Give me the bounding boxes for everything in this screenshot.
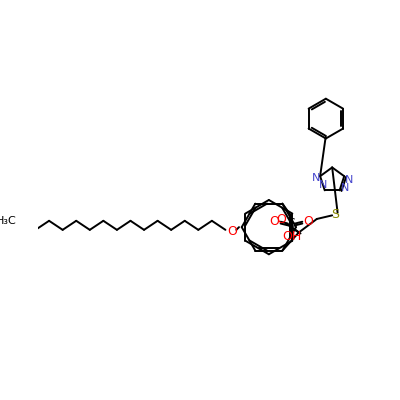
Text: H₃C: H₃C (0, 216, 16, 226)
Text: O: O (304, 215, 314, 228)
Text: N: N (312, 173, 320, 183)
Text: S: S (331, 208, 339, 221)
Text: N: N (344, 175, 353, 185)
Text: O: O (228, 225, 238, 238)
Text: N: N (341, 183, 349, 193)
Text: O: O (269, 215, 279, 228)
Text: O: O (276, 213, 286, 226)
Text: N: N (319, 180, 327, 190)
Text: S: S (288, 217, 296, 230)
Text: OH: OH (282, 230, 301, 243)
